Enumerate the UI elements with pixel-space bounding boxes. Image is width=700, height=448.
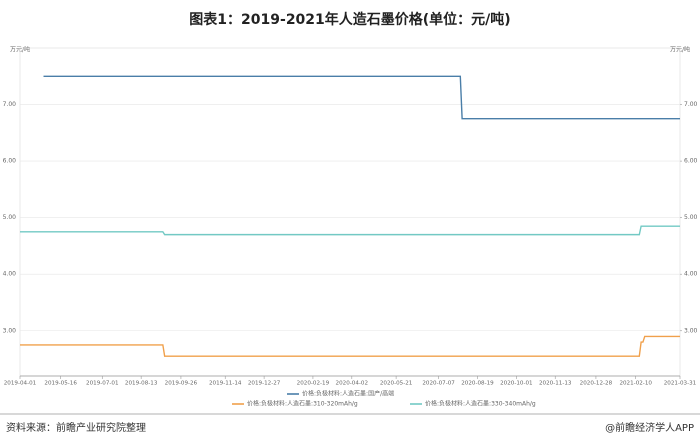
x-tick-label: 2020-12-28 [580, 381, 613, 387]
y2-tick-label: 7.00 [684, 101, 698, 108]
y2-tick-label: 3.00 [684, 327, 698, 334]
y-tick-label: 6.00 [3, 158, 17, 165]
series-line [20, 335, 680, 357]
x-tick-label: 2020-04-02 [336, 381, 369, 387]
source: 资料来源：前瞻产业研究院整理 [6, 421, 146, 434]
x-tick-label: 2019-05-16 [44, 381, 77, 387]
y-tick-label: 3.00 [3, 327, 17, 334]
x-tick-label: 2019-09-26 [165, 381, 198, 387]
legend-label: 价格:负极材料:人造石墨:国产/高端 [302, 390, 394, 398]
x-tick-label: 2020-10-01 [500, 381, 533, 387]
x-tick-label: 2020-02-19 [297, 381, 330, 387]
legend-label: 价格:负极材料:人造石墨:310-320mAh/g [247, 400, 358, 408]
x-tick-label: 2020-07-07 [422, 381, 455, 387]
legend-label: 价格:负极材料:人造石墨:330-340mAh/g [425, 400, 536, 408]
x-tick-label: 2019-12-27 [248, 381, 281, 387]
y2-tick-label: 4.00 [684, 271, 698, 278]
plot-frame [19, 47, 681, 377]
x-tick-label: 2019-04-01 [4, 381, 37, 387]
x-tick-label: 2019-08-13 [125, 381, 158, 387]
y-tick-label: 7.00 [3, 101, 17, 108]
x-tick-label: 2019-11-14 [209, 381, 242, 387]
series-line [43, 75, 680, 120]
y-tick-label: 5.00 [3, 214, 17, 221]
x-tick-label: 2019-07-01 [86, 381, 119, 387]
y2-tick-label: 6.00 [684, 158, 698, 165]
x-tick-label: 2020-11-13 [539, 381, 572, 387]
credit: @前瞻经济学人APP [605, 421, 694, 434]
x-tick-label: 2020-08-19 [461, 381, 494, 387]
y-tick-label: 4.00 [3, 271, 17, 278]
series-line [20, 225, 680, 236]
x-tick-label: 2021-03-31 [664, 381, 697, 387]
x-tick-label: 2021-02-10 [619, 381, 652, 387]
x-tick-label: 2020-05-21 [380, 381, 413, 387]
y2-tick-label: 5.00 [684, 214, 698, 221]
chart-title: 图表1：2019-2021年人造石墨价格(单位：元/吨) [189, 11, 510, 28]
